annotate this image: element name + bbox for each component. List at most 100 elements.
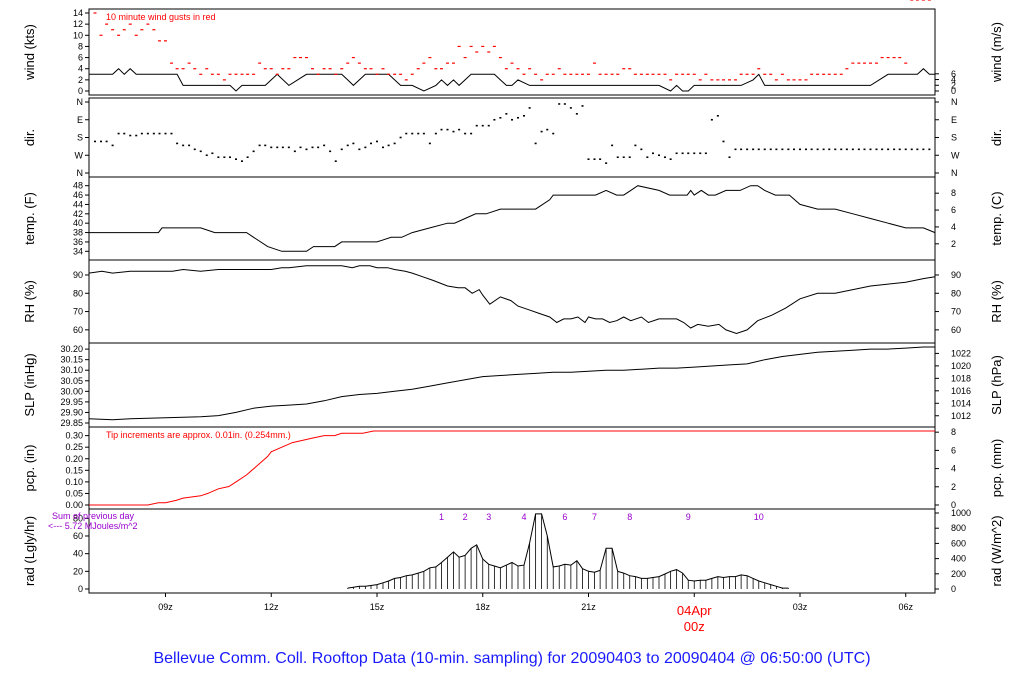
right-axis-label: temp. (C) [989, 191, 1004, 245]
direction-mark [487, 124, 490, 127]
direction-mark [845, 148, 848, 151]
left-axis-label: SLP (inHg) [22, 353, 37, 416]
series-line [88, 346, 935, 421]
series-line [89, 430, 935, 506]
direction-mark [399, 136, 402, 139]
direction-mark [822, 148, 825, 151]
direction-mark [276, 146, 279, 149]
direction-mark [681, 152, 684, 155]
direction-mark [569, 107, 572, 109]
direction-mark [375, 140, 378, 143]
left-tick-label: 48 [73, 181, 83, 191]
right-tick-label: 1020 [951, 361, 971, 371]
right-tick-label: 1000 [951, 508, 971, 518]
direction-mark [722, 140, 725, 143]
direction-mark [205, 154, 208, 157]
left-tick-label: 0.10 [65, 477, 83, 487]
left-tick-label: 0.00 [65, 500, 83, 510]
left-tick-label: 0 [78, 584, 83, 594]
direction-mark [640, 148, 643, 151]
direction-mark [287, 146, 290, 149]
right-tick-label: 60 [951, 325, 961, 335]
direction-mark [446, 128, 449, 131]
left-tick-label: 30.10 [60, 365, 83, 375]
right-tick-label: 400 [951, 554, 966, 564]
direction-mark [252, 150, 255, 153]
direction-mark [528, 107, 531, 109]
direction-mark [563, 103, 566, 105]
hour-mark: 1 [439, 512, 444, 522]
direction-mark [663, 156, 666, 159]
direction-mark [223, 156, 226, 159]
direction-mark [710, 118, 713, 121]
panel-pcp: pcp. (in) pcp. (mm) 0.00 0.050.10 0.150.20 0.… [22, 426, 1004, 510]
right-axis-label: RH (%) [989, 280, 1004, 323]
direction-mark [293, 150, 296, 153]
right-tick-label: 0 [951, 500, 956, 510]
right-tick-label: 1018 [951, 373, 971, 383]
direction-mark [405, 132, 408, 135]
left-tick-label: 30.20 [60, 344, 83, 354]
direction-mark [381, 146, 384, 149]
series-line [88, 265, 936, 335]
direction-mark [516, 116, 519, 119]
right-tick-label: 6 [951, 205, 956, 215]
left-tick-label: 30.05 [60, 376, 83, 386]
panel-frame [88, 508, 936, 594]
right-axis-label: wind (m/s) [989, 22, 1004, 83]
direction-mark [863, 148, 866, 151]
direction-mark [199, 150, 202, 153]
left-tick-label: 80 [73, 288, 83, 298]
left-tick-label: 80 [73, 513, 83, 523]
hour-mark: 3 [486, 512, 491, 522]
panel-rh: RH (%) RH (%) 60 70 80 90 60 70 80 90 [22, 259, 1004, 344]
direction-mark [916, 148, 919, 151]
direction-mark [470, 132, 473, 135]
direction-mark [264, 144, 267, 147]
direction-mark [546, 128, 549, 131]
direction-mark [587, 158, 590, 160]
direction-mark [246, 156, 249, 159]
left-axis-label: dir. [22, 129, 37, 146]
right-tick-label: 6 [951, 445, 956, 455]
direction-mark [675, 152, 678, 155]
right-tick-label: 1014 [951, 398, 971, 408]
direction-mark [123, 132, 126, 135]
direction-mark [875, 148, 878, 151]
left-tick-label: 20 [73, 566, 83, 576]
left-axis-label: pcp. (in) [22, 445, 37, 492]
chart-title: Bellevue Comm. Coll. Rooftop Data (10-mi… [153, 650, 871, 667]
x-tick-label: 21z [581, 602, 596, 612]
left-axis-label: temp. (F) [22, 192, 37, 245]
direction-mark [93, 140, 96, 143]
direction-mark [828, 148, 831, 151]
right-tick-label: 6 [951, 69, 956, 79]
right-tick-label: 70 [951, 307, 961, 317]
direction-mark [646, 156, 649, 159]
direction-mark [234, 158, 237, 160]
direction-mark [616, 156, 619, 159]
direction-mark [840, 148, 843, 151]
direction-mark [176, 142, 179, 145]
direction-mark [622, 156, 625, 159]
right-tick-label: 4 [951, 464, 956, 474]
direction-mark [558, 103, 561, 105]
left-tick-label: 40 [73, 218, 83, 228]
left-tick-label: 4 [78, 64, 83, 74]
direction-mark [129, 134, 132, 137]
direction-mark [857, 148, 860, 151]
direction-mark [540, 130, 543, 133]
direction-mark [146, 132, 149, 135]
left-tick-label: 29.90 [60, 407, 83, 417]
left-tick-label: 60 [73, 531, 83, 541]
direction-mark [334, 160, 337, 162]
direction-mark [728, 156, 731, 159]
direction-mark [752, 148, 755, 151]
direction-mark [787, 148, 790, 151]
direction-mark [135, 134, 138, 137]
left-tick-label: 0.05 [65, 488, 83, 498]
direction-mark [158, 132, 161, 135]
